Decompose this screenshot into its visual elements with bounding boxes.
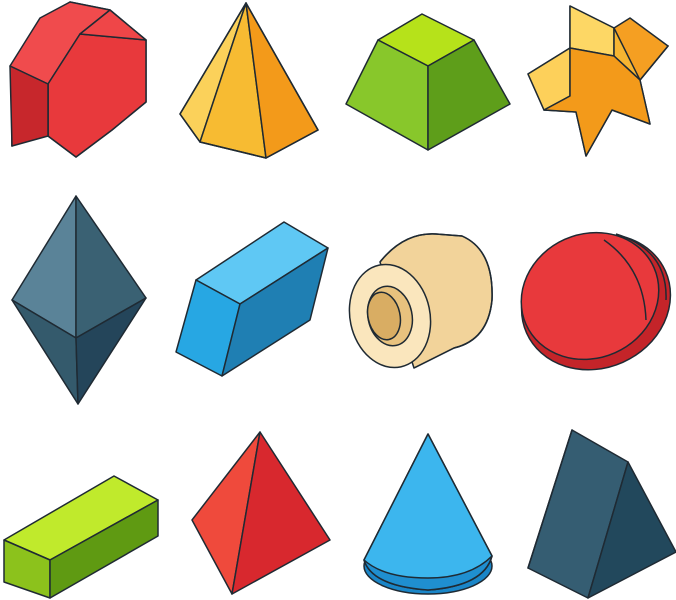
octahedron — [11, 195, 147, 405]
cone — [363, 433, 493, 595]
parallelepiped — [175, 221, 329, 377]
octagonal-prism — [9, 1, 147, 158]
square-frustum — [345, 13, 511, 151]
ellipsoid — [520, 231, 672, 371]
hollow-cylinder — [348, 233, 493, 369]
tetrahedron — [191, 431, 331, 595]
rectangular-prism — [3, 475, 159, 599]
star-prism — [527, 5, 669, 157]
triangular-prism — [527, 429, 676, 599]
pentagonal-pyramid — [179, 2, 319, 159]
